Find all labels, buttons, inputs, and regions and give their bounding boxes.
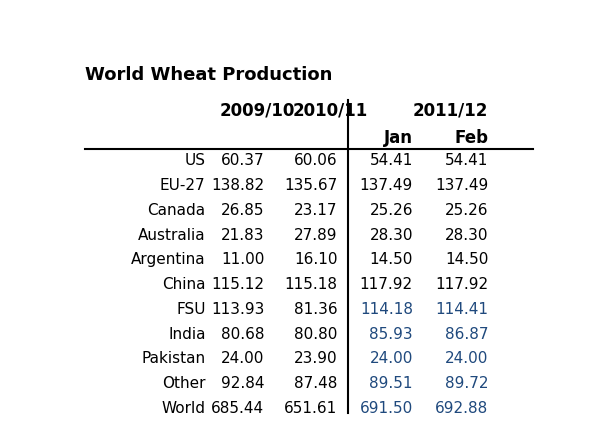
Text: EU-27: EU-27 bbox=[160, 178, 206, 193]
Text: 24.00: 24.00 bbox=[370, 351, 413, 366]
Text: 24.00: 24.00 bbox=[445, 351, 488, 366]
Text: India: India bbox=[168, 326, 206, 341]
Text: 80.80: 80.80 bbox=[294, 326, 337, 341]
Text: Argentina: Argentina bbox=[131, 253, 206, 268]
Text: 54.41: 54.41 bbox=[445, 154, 488, 169]
Text: 115.12: 115.12 bbox=[212, 277, 264, 292]
Text: 117.92: 117.92 bbox=[360, 277, 413, 292]
Text: US: US bbox=[185, 154, 206, 169]
Text: 685.44: 685.44 bbox=[212, 401, 264, 416]
Text: 25.26: 25.26 bbox=[370, 203, 413, 218]
Text: 26.85: 26.85 bbox=[221, 203, 264, 218]
Text: 692.88: 692.88 bbox=[435, 401, 488, 416]
Text: 14.50: 14.50 bbox=[370, 253, 413, 268]
Text: World: World bbox=[162, 401, 206, 416]
Text: 60.06: 60.06 bbox=[294, 154, 337, 169]
Text: 54.41: 54.41 bbox=[370, 154, 413, 169]
Text: 89.51: 89.51 bbox=[370, 376, 413, 391]
Text: 81.36: 81.36 bbox=[294, 302, 337, 317]
Text: 87.48: 87.48 bbox=[294, 376, 337, 391]
Text: 89.72: 89.72 bbox=[445, 376, 488, 391]
Text: 25.26: 25.26 bbox=[445, 203, 488, 218]
Text: 2010/11: 2010/11 bbox=[293, 102, 368, 120]
Text: 23.17: 23.17 bbox=[294, 203, 337, 218]
Text: Australia: Australia bbox=[138, 227, 206, 242]
Text: Canada: Canada bbox=[148, 203, 206, 218]
Text: 137.49: 137.49 bbox=[360, 178, 413, 193]
Text: 114.41: 114.41 bbox=[435, 302, 488, 317]
Text: FSU: FSU bbox=[176, 302, 206, 317]
Text: 138.82: 138.82 bbox=[212, 178, 264, 193]
Text: 23.90: 23.90 bbox=[294, 351, 337, 366]
Text: Pakistan: Pakistan bbox=[142, 351, 206, 366]
Text: 86.87: 86.87 bbox=[445, 326, 488, 341]
Text: 27.89: 27.89 bbox=[294, 227, 337, 242]
Text: 135.67: 135.67 bbox=[285, 178, 337, 193]
Text: 137.49: 137.49 bbox=[435, 178, 488, 193]
Text: 60.37: 60.37 bbox=[221, 154, 264, 169]
Text: 24.00: 24.00 bbox=[221, 351, 264, 366]
Text: 85.93: 85.93 bbox=[369, 326, 413, 341]
Text: 651.61: 651.61 bbox=[285, 401, 337, 416]
Text: 691.50: 691.50 bbox=[360, 401, 413, 416]
Text: 2009/10: 2009/10 bbox=[219, 102, 295, 120]
Text: China: China bbox=[162, 277, 206, 292]
Text: 11.00: 11.00 bbox=[221, 253, 264, 268]
Text: 80.68: 80.68 bbox=[221, 326, 264, 341]
Text: 113.93: 113.93 bbox=[211, 302, 264, 317]
Text: 14.50: 14.50 bbox=[445, 253, 488, 268]
Text: Feb: Feb bbox=[454, 129, 488, 147]
Text: Other: Other bbox=[162, 376, 206, 391]
Text: 114.18: 114.18 bbox=[360, 302, 413, 317]
Text: 28.30: 28.30 bbox=[370, 227, 413, 242]
Text: 28.30: 28.30 bbox=[445, 227, 488, 242]
Text: 115.18: 115.18 bbox=[285, 277, 337, 292]
Text: World Wheat Production: World Wheat Production bbox=[85, 66, 333, 84]
Text: 92.84: 92.84 bbox=[221, 376, 264, 391]
Text: 2011/12: 2011/12 bbox=[413, 102, 488, 120]
Text: 117.92: 117.92 bbox=[435, 277, 488, 292]
Text: Jan: Jan bbox=[384, 129, 413, 147]
Text: 16.10: 16.10 bbox=[294, 253, 337, 268]
Text: 21.83: 21.83 bbox=[221, 227, 264, 242]
